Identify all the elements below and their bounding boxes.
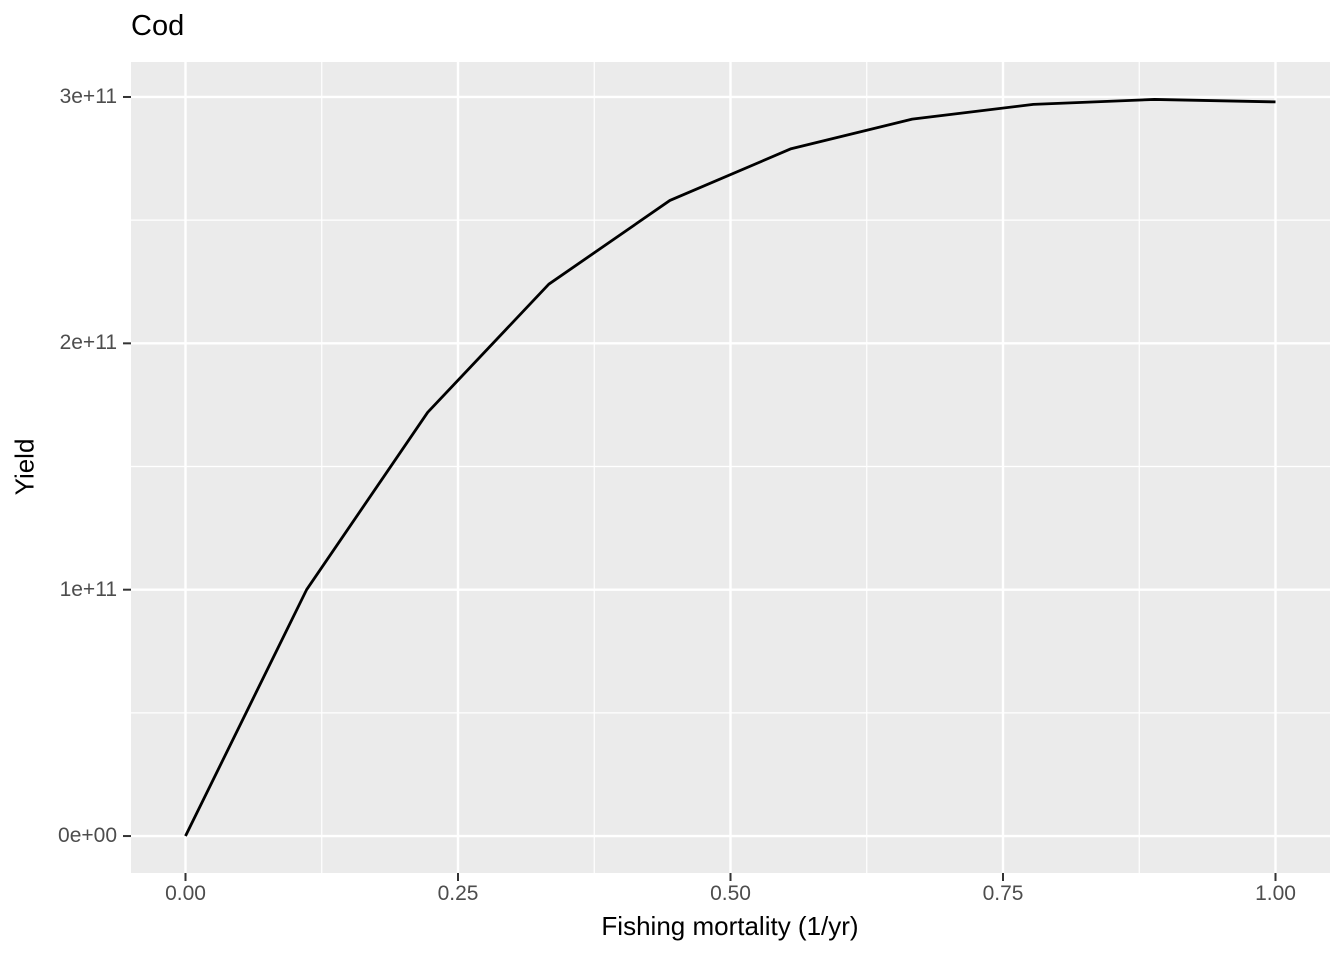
x-axis-title: Fishing mortality (1/yr)	[601, 911, 859, 941]
x-tick-label: 0.75	[982, 882, 1024, 905]
y-tick-label: 1e+11	[59, 577, 117, 601]
y-tick-label: 3e+11	[59, 84, 117, 108]
yield-curve-line	[184, 98, 1276, 837]
x-tick-label: 0.00	[165, 882, 206, 905]
plot-title: Cod	[131, 10, 185, 42]
x-tick-label: 1.00	[1255, 882, 1296, 905]
y-tick-label: 2e+11	[59, 331, 117, 355]
x-tick-label: 0.25	[437, 882, 479, 905]
x-tick-label: 0.50	[710, 882, 751, 905]
y-axis-title: Yield	[9, 438, 40, 496]
y-tick-label: 0e+00	[58, 824, 117, 848]
